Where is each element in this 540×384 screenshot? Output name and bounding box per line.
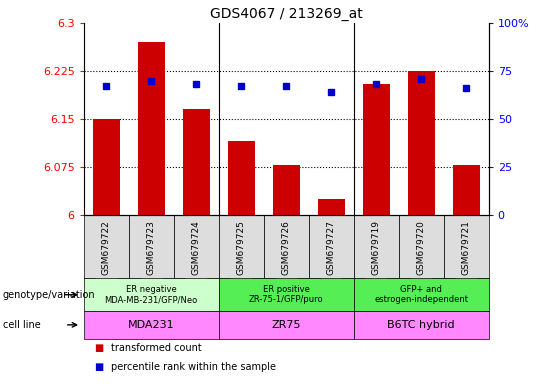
Text: ER negative
MDA-MB-231/GFP/Neo: ER negative MDA-MB-231/GFP/Neo bbox=[105, 285, 198, 305]
Text: ZR75: ZR75 bbox=[272, 320, 301, 330]
Title: GDS4067 / 213269_at: GDS4067 / 213269_at bbox=[210, 7, 362, 21]
Text: cell line: cell line bbox=[3, 320, 40, 330]
Bar bbox=[408, 71, 435, 215]
Bar bbox=[228, 141, 255, 215]
Text: transformed count: transformed count bbox=[111, 343, 201, 353]
Text: ■: ■ bbox=[94, 343, 104, 353]
Text: ER positive
ZR-75-1/GFP/puro: ER positive ZR-75-1/GFP/puro bbox=[249, 285, 323, 305]
Bar bbox=[273, 165, 300, 215]
Bar bbox=[183, 109, 210, 215]
Bar bbox=[138, 42, 165, 215]
Text: MDA231: MDA231 bbox=[128, 320, 174, 330]
Bar bbox=[453, 165, 480, 215]
Bar bbox=[93, 119, 120, 215]
Text: GFP+ and
estrogen-independent: GFP+ and estrogen-independent bbox=[374, 285, 468, 305]
Text: genotype/variation: genotype/variation bbox=[3, 290, 96, 300]
Text: ■: ■ bbox=[94, 362, 104, 372]
Bar bbox=[318, 199, 345, 215]
Bar bbox=[363, 84, 390, 215]
Text: B6TC hybrid: B6TC hybrid bbox=[387, 320, 455, 330]
Text: percentile rank within the sample: percentile rank within the sample bbox=[111, 362, 276, 372]
